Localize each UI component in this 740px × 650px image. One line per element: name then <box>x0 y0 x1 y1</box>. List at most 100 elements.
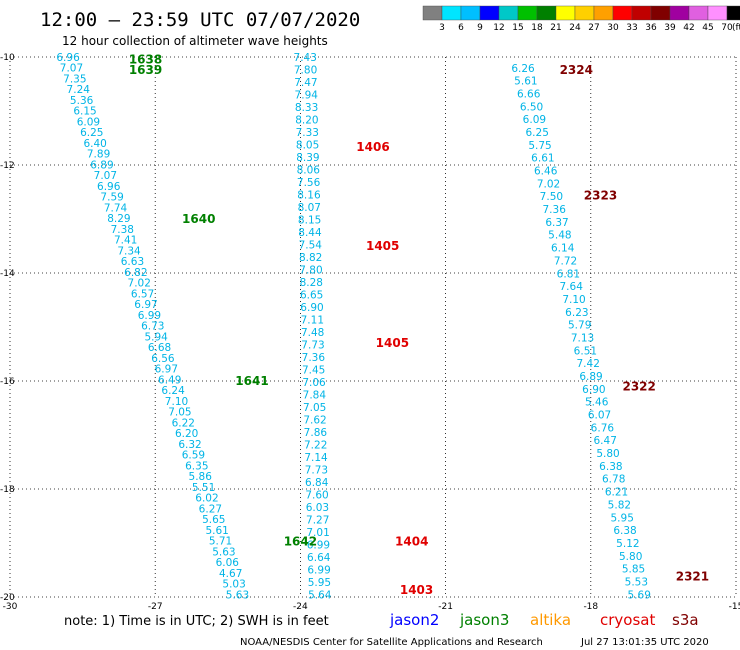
wave-height-value: 7.38 <box>111 224 134 236</box>
wave-height-value: 8.39 <box>296 152 319 164</box>
color-scale-label: 3 <box>439 23 445 33</box>
wave-height-value: 6.40 <box>83 138 106 150</box>
wave-height-value: 7.48 <box>301 327 324 339</box>
wave-height-value: 5.63 <box>212 546 235 558</box>
wave-height-value: 8.82 <box>299 252 322 264</box>
wave-height-value: 5.46 <box>585 397 609 409</box>
wave-height-value: 7.11 <box>301 314 324 326</box>
wave-height-value: 6.15 <box>73 106 96 118</box>
wave-height-value: 7.07 <box>60 63 83 75</box>
wave-height-value: 6.64 <box>307 552 331 564</box>
wave-height-value: 6.38 <box>599 461 622 473</box>
wave-height-value: 6.63 <box>121 256 144 268</box>
wave-height-value: 7.73 <box>301 339 324 351</box>
wave-height-value: 5.63 <box>226 589 249 601</box>
wave-height-value: 7.02 <box>128 278 151 290</box>
wave-height-value: 5.82 <box>608 499 631 511</box>
pass-time-label: 1640 <box>182 212 215 226</box>
wave-height-value: 7.35 <box>63 73 86 85</box>
wave-height-value: 7.43 <box>294 52 317 64</box>
wave-height-value: 6.24 <box>161 385 185 397</box>
wave-height-value: 7.89 <box>87 149 110 161</box>
pass-time-label: 1404 <box>395 534 428 548</box>
x-tick-label: -15 <box>729 602 740 612</box>
color-scale-label: 42 <box>683 23 694 33</box>
color-scale-label: 24 <box>569 23 581 33</box>
wave-height-value: 8.33 <box>295 102 318 114</box>
wave-height-value: 7.14 <box>304 452 328 464</box>
color-swatch <box>707 5 728 21</box>
wave-height-value: 6.37 <box>545 217 568 229</box>
legend-altika: altika <box>530 611 571 629</box>
pass-time-label: 1638 <box>129 53 162 67</box>
wave-height-value: 6.57 <box>131 288 154 300</box>
wave-height-value: 6.89 <box>579 371 602 383</box>
wave-height-value: 6.07 <box>588 410 611 422</box>
wave-height-value: 7.06 <box>302 377 326 389</box>
color-scale-label: 6 <box>458 23 464 33</box>
wave-height-value: 7.10 <box>562 294 585 306</box>
color-scale-label: 9 <box>477 23 483 33</box>
pass-time-label: 2322 <box>622 379 655 393</box>
wave-height-value: 7.01 <box>306 527 329 539</box>
axes: -10 -12 -14 -16 -18 -20-30 -27 -24 -21 -18 -15 <box>0 53 740 612</box>
color-swatch <box>593 5 614 21</box>
wave-height-value: 7.36 <box>302 352 326 364</box>
wave-height-value: 6.97 <box>155 364 178 376</box>
wave-height-value: 7.33 <box>296 127 319 139</box>
color-swatch <box>479 5 500 21</box>
wave-height-value: 7.13 <box>571 332 594 344</box>
wave-height-value: 7.34 <box>117 245 141 257</box>
wave-height-value: 7.47 <box>294 77 317 89</box>
pass-time-label: 1406 <box>356 140 389 154</box>
wave-height-value: 6.89 <box>90 159 113 171</box>
wave-height-value: 7.41 <box>114 235 137 247</box>
color-swatch <box>555 5 576 21</box>
wave-height-value: 7.59 <box>100 192 123 204</box>
wave-height-value: 7.22 <box>304 439 327 451</box>
wave-height-value: 7.24 <box>67 84 91 96</box>
wave-height-value: 5.79 <box>568 320 591 332</box>
color-swatch <box>726 5 740 21</box>
color-scale-label: 39 <box>664 23 676 33</box>
wave-height-value: 7.54 <box>299 239 323 251</box>
wave-height-value: 5.65 <box>202 514 225 526</box>
wave-height-value: 6.21 <box>605 487 628 499</box>
wave-height-value: 7.62 <box>303 414 326 426</box>
wave-height-value: 5.64 <box>308 589 332 601</box>
wave-height-value: 6.96 <box>56 52 80 64</box>
wave-height-value: 6.25 <box>80 127 103 139</box>
x-tick-label: -30 <box>3 602 18 612</box>
wave-height-value: 6.26 <box>511 63 535 75</box>
wave-height-value: 6.38 <box>613 525 636 537</box>
color-swatch <box>422 5 443 21</box>
wave-height-value: 8.15 <box>298 214 321 226</box>
x-tick-label: -27 <box>148 602 163 612</box>
wave-height-value: 6.97 <box>134 299 157 311</box>
pass-time-label: 2321 <box>676 569 709 583</box>
wave-height-value: 8.16 <box>297 189 321 201</box>
wave-height-value: 6.51 <box>574 345 597 357</box>
wave-height-value: 6.09 <box>523 114 546 126</box>
wave-height-value: 5.75 <box>528 140 551 152</box>
wave-height-value: 6.66 <box>517 88 541 100</box>
wave-height-value: 5.61 <box>514 76 537 88</box>
wave-height-value: 6.90 <box>582 384 605 396</box>
color-swatch <box>460 5 481 21</box>
footer-timestamp: Jul 27 13:01:35 UTC 2020 <box>580 637 709 648</box>
color-swatch <box>498 5 519 21</box>
wave-height-value: 7.86 <box>304 427 328 439</box>
wave-height-value: 7.05 <box>303 402 326 414</box>
wave-height-value: 6.61 <box>531 153 554 165</box>
grid-lines <box>9 56 737 598</box>
y-tick-label: -14 <box>0 269 15 279</box>
legend-jason3: jason3 <box>459 611 509 629</box>
legend-jason2: jason2 <box>389 611 439 629</box>
wave-height-value: 7.02 <box>537 178 560 190</box>
color-swatch <box>517 5 538 21</box>
wave-height-value: 6.32 <box>178 439 201 451</box>
wave-height-value: 7.94 <box>295 89 319 101</box>
wave-height-value: 6.84 <box>305 477 329 489</box>
